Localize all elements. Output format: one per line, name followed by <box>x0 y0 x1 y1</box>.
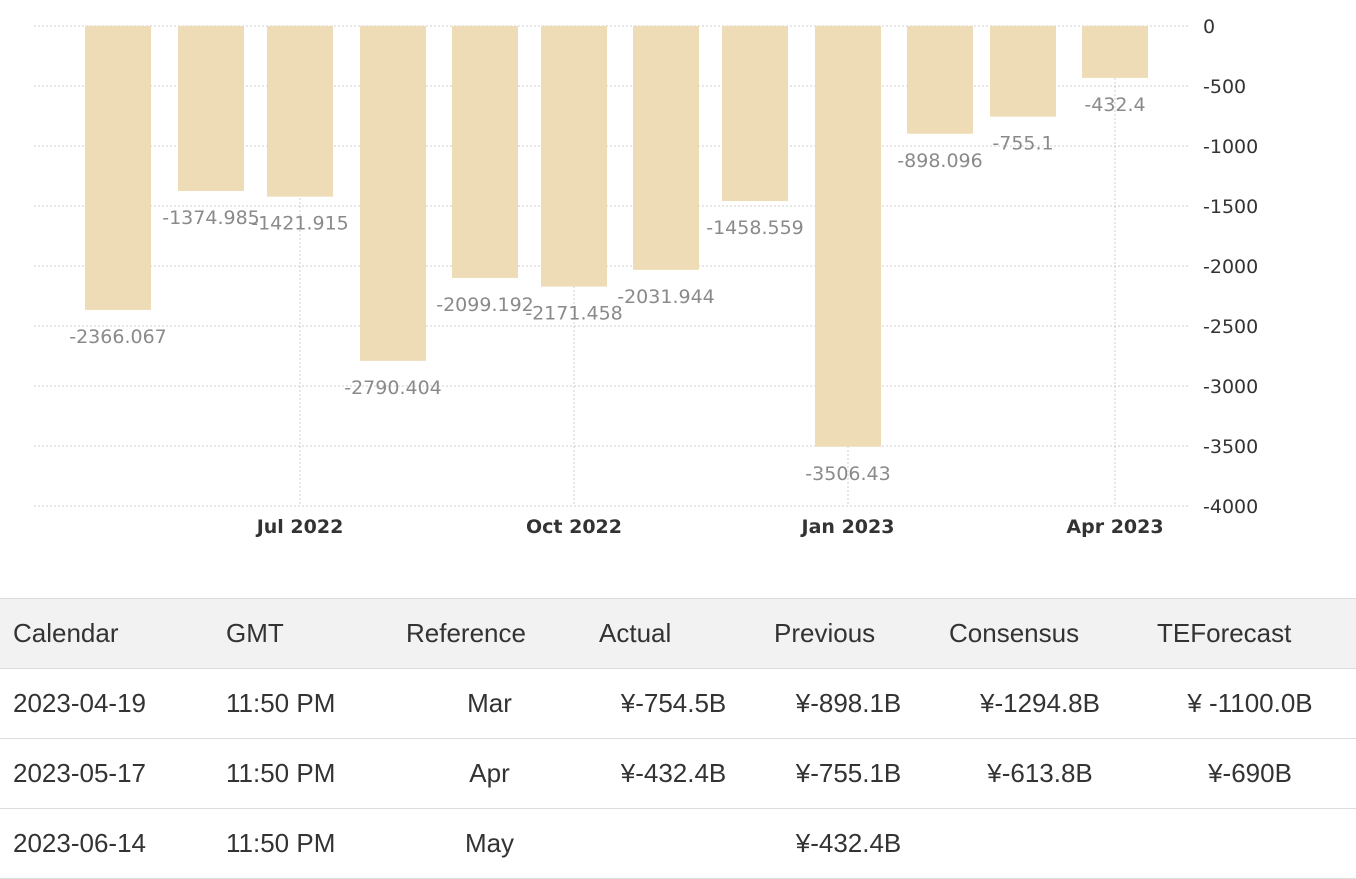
x-tick-label: Oct 2022 <box>526 516 622 538</box>
bar-value-label: -2790.404 <box>344 377 442 399</box>
cell-actual: ¥-754.5B <box>620 688 727 718</box>
cell-gmt: 11:50 PM <box>226 828 336 858</box>
header-previous[interactable]: Previous <box>774 618 876 648</box>
y-tick-label: -3000 <box>1203 376 1258 398</box>
bar-value-label: -2366.067 <box>69 326 167 348</box>
table-header-row: Calendar GMT Reference Actual Previous C… <box>0 598 1356 669</box>
cell-reference: May <box>464 828 515 858</box>
table-row: 2023-04-19 11:50 PM Mar ¥-754.5B ¥-898.1… <box>0 669 1356 739</box>
bar-value-label: -898.096 <box>897 150 982 172</box>
bar-value-label: -2031.944 <box>617 286 715 308</box>
cell-actual <box>586 809 761 879</box>
header-gmt[interactable]: GMT <box>226 618 284 648</box>
bar <box>815 26 881 447</box>
cell-consensus <box>936 809 1144 879</box>
cell-reference: Mar <box>467 688 512 718</box>
calendar-table: Calendar GMT Reference Actual Previous C… <box>0 598 1356 879</box>
header-teforecast[interactable]: TEForecast <box>1157 618 1292 648</box>
y-tick-label: 0 <box>1203 16 1215 38</box>
y-tick-label: -500 <box>1203 76 1246 98</box>
bar <box>633 26 699 270</box>
cell-consensus: ¥-1294.8B <box>980 688 1100 718</box>
cell-calendar: 2023-05-17 <box>13 758 146 788</box>
y-tick-label: -2000 <box>1203 256 1258 278</box>
bar <box>990 26 1056 117</box>
cell-gmt: 11:50 PM <box>226 758 336 788</box>
cell-teforecast <box>1144 809 1356 879</box>
cell-previous: ¥-755.1B <box>795 758 902 788</box>
y-tick-label: -3500 <box>1203 436 1258 458</box>
bar <box>178 26 244 191</box>
bar <box>1082 26 1148 78</box>
bar <box>907 26 973 134</box>
bar-value-label: -755.1 <box>992 133 1053 155</box>
y-tick-label: -1500 <box>1203 196 1258 218</box>
bar-value-label: -2171.458 <box>525 303 623 325</box>
header-reference[interactable]: Reference <box>406 618 526 648</box>
bar-value-label: -2099.192 <box>436 294 534 316</box>
bar <box>85 26 151 310</box>
cell-calendar: 2023-04-19 <box>13 688 146 718</box>
cell-calendar: 2023-06-14 <box>13 828 146 858</box>
cell-gmt: 11:50 PM <box>226 688 336 718</box>
cell-teforecast: ¥-690B <box>1208 758 1292 788</box>
header-consensus[interactable]: Consensus <box>949 618 1080 648</box>
trade-balance-bar-chart: 0 -500 -1000 -1500 -2000 -2500 -3000 -3500 -4000… <box>34 16 1258 538</box>
header-actual[interactable]: Actual <box>599 618 672 648</box>
chart-svg: 0 -500 -1000 -1500 -2000 -2500 -3000 -3500 -4000… <box>34 16 1258 538</box>
x-tick-label: Jan 2023 <box>800 516 895 538</box>
bar <box>360 26 426 361</box>
bar-value-label: -1374.985 <box>162 207 260 229</box>
cell-previous: ¥-898.1B <box>795 688 902 718</box>
cell-previous: ¥-432.4B <box>795 828 902 858</box>
table-row: 2023-06-14 11:50 PM May ¥-432.4B <box>0 809 1356 879</box>
y-tick-label: -4000 <box>1203 496 1258 518</box>
x-tick-label: Jul 2022 <box>255 516 344 538</box>
bar <box>722 26 788 202</box>
cell-reference: Apr <box>469 758 510 788</box>
bar <box>267 26 333 197</box>
cell-consensus: ¥-613.8B <box>987 758 1093 788</box>
bar-value-label: -1421.915 <box>251 213 349 235</box>
bar-value-label: -3506.43 <box>805 463 890 485</box>
x-tick-label: Apr 2023 <box>1066 516 1163 538</box>
bar <box>452 26 518 278</box>
bar-value-label: -1458.559 <box>706 217 804 239</box>
y-tick-label: -1000 <box>1203 136 1258 158</box>
cell-actual: ¥-432.4B <box>620 758 727 788</box>
bar-value-label: -432.4 <box>1084 94 1145 116</box>
bar <box>541 26 607 287</box>
y-tick-label: -2500 <box>1203 316 1258 338</box>
header-calendar[interactable]: Calendar <box>13 618 119 648</box>
cell-teforecast: ¥ -1100.0B <box>1187 688 1313 718</box>
table-row: 2023-05-17 11:50 PM Apr ¥-432.4B ¥-755.1… <box>0 739 1356 809</box>
